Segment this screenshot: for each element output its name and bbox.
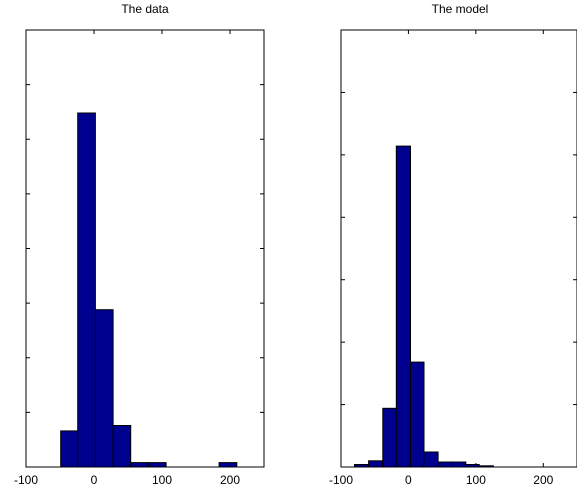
x-tick-label: 200 (220, 473, 240, 487)
data-histogram-panel: The data -100 0 100 200 (14, 2, 265, 487)
data-histogram-title: The data (121, 2, 169, 16)
model-histogram-panel: The model -100 0 100 200 (329, 2, 577, 487)
x-tick-label: -100 (14, 473, 38, 487)
x-tick-label: 0 (405, 473, 412, 487)
histogram-bar (410, 361, 425, 468)
histogram-bar (451, 461, 467, 468)
histogram-bar (60, 430, 79, 468)
histogram-bar (77, 112, 96, 468)
histogram-bar (395, 145, 411, 468)
x-tick-label: -100 (329, 473, 353, 487)
x-tick-label: 200 (533, 473, 553, 487)
data-histogram-xtick-labels: -100 0 100 200 (14, 473, 240, 487)
histogram-bar (94, 309, 114, 468)
histogram-bar (218, 462, 238, 468)
histogram-bar (478, 465, 494, 468)
histogram-bar (368, 460, 384, 468)
model-histogram-title: The model (432, 2, 489, 16)
model-histogram-xtick-labels: -100 0 100 200 (329, 473, 554, 487)
histogram-bar (465, 464, 480, 468)
histogram-bar (354, 464, 370, 468)
x-tick-label: 0 (91, 473, 98, 487)
histogram-bar (437, 461, 453, 468)
histogram-bar (423, 451, 439, 468)
x-tick-label: 100 (152, 473, 172, 487)
model-histogram-bars (354, 145, 494, 468)
histogram-bar (112, 425, 132, 468)
histogram-bar (147, 462, 167, 468)
model-histogram-axes (340, 29, 577, 468)
histogram-bar (382, 407, 397, 468)
data-histogram-bars (60, 112, 238, 468)
x-tick-label: 100 (466, 473, 486, 487)
data-histogram-axes (25, 29, 265, 468)
histogram-bar (130, 462, 149, 468)
